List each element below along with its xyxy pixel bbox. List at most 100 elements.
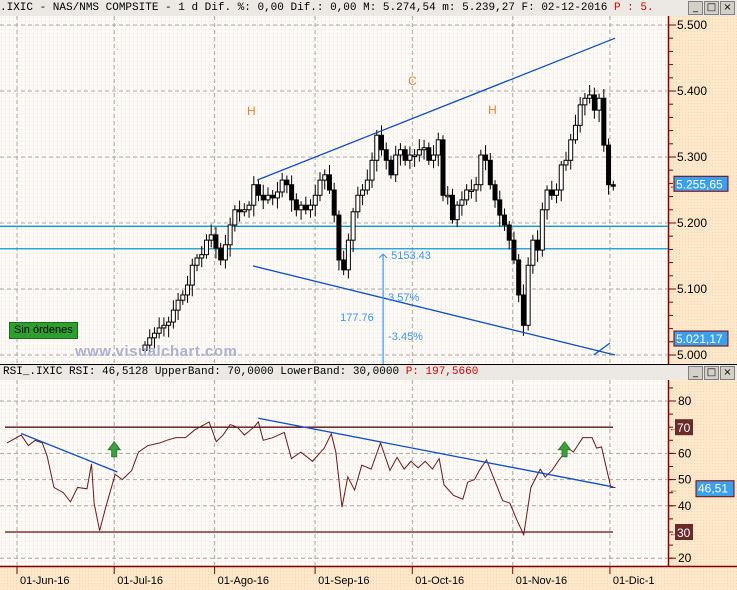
candle[interactable] — [350, 207, 356, 253]
candle[interactable] — [544, 185, 550, 220]
candle[interactable] — [227, 217, 233, 257]
candle[interactable] — [251, 176, 257, 217]
rsi-trend-line[interactable] — [258, 417, 614, 488]
minimize-button[interactable]: _ — [688, 1, 703, 15]
orders-status-badge[interactable]: Sin órdenes — [9, 322, 78, 339]
trend-line[interactable] — [593, 342, 611, 356]
candle[interactable] — [237, 200, 243, 222]
candle[interactable] — [454, 201, 460, 227]
rsi-trend-line[interactable] — [20, 432, 118, 473]
candle[interactable] — [449, 188, 455, 224]
candle[interactable] — [161, 317, 167, 337]
candle[interactable] — [241, 203, 247, 217]
candle[interactable] — [383, 142, 389, 170]
trend-line[interactable] — [256, 37, 616, 181]
candle[interactable] — [336, 210, 342, 271]
candle[interactable] — [180, 290, 186, 305]
candle[interactable] — [487, 153, 493, 190]
candle[interactable] — [412, 149, 418, 167]
candle[interactable] — [360, 184, 366, 206]
candle[interactable] — [203, 234, 209, 259]
candle[interactable] — [341, 250, 347, 276]
candle[interactable] — [256, 178, 262, 202]
rsi-close-button[interactable]: × — [720, 366, 735, 380]
trend-line[interactable] — [252, 265, 616, 356]
candle[interactable] — [388, 155, 394, 179]
candle[interactable] — [199, 246, 205, 268]
candle[interactable] — [520, 284, 526, 336]
candle[interactable] — [374, 129, 380, 172]
candle[interactable] — [260, 184, 266, 210]
candle[interactable] — [478, 149, 484, 192]
candle[interactable] — [185, 275, 191, 303]
candle[interactable] — [402, 145, 408, 166]
candle[interactable] — [194, 254, 200, 272]
candle[interactable] — [506, 221, 512, 250]
candle[interactable] — [166, 316, 172, 338]
candle[interactable] — [549, 180, 555, 200]
candle[interactable] — [568, 133, 574, 170]
candle[interactable] — [331, 182, 337, 223]
candle[interactable] — [175, 292, 181, 321]
candle[interactable] — [308, 199, 314, 218]
candle[interactable] — [416, 139, 422, 162]
candle[interactable] — [468, 179, 474, 199]
candle[interactable] — [142, 341, 148, 355]
candle[interactable] — [317, 172, 323, 202]
candle[interactable] — [289, 175, 295, 212]
candle[interactable] — [440, 135, 446, 202]
candle[interactable] — [312, 184, 318, 217]
candle[interactable] — [326, 164, 332, 194]
candle[interactable] — [473, 176, 479, 202]
candle[interactable] — [208, 224, 214, 248]
candle[interactable] — [501, 208, 507, 231]
rsi-minimize-button[interactable]: _ — [688, 366, 703, 380]
candle[interactable] — [591, 87, 597, 119]
candle[interactable] — [464, 184, 470, 206]
candle[interactable] — [156, 317, 162, 339]
rsi-panel[interactable] — [0, 380, 668, 566]
candle[interactable] — [421, 139, 427, 160]
candle[interactable] — [265, 187, 271, 204]
maximize-button[interactable]: □ — [704, 1, 719, 15]
candle[interactable] — [606, 138, 612, 195]
candle[interactable] — [232, 205, 238, 232]
candle[interactable] — [577, 96, 583, 133]
candle[interactable] — [582, 92, 588, 116]
candle[interactable] — [426, 142, 432, 165]
candle[interactable] — [369, 152, 375, 189]
candle[interactable] — [218, 242, 224, 266]
candle[interactable] — [355, 186, 361, 219]
candle[interactable] — [147, 329, 153, 353]
candle[interactable] — [298, 201, 304, 220]
candle[interactable] — [189, 258, 195, 297]
candle[interactable] — [596, 93, 602, 123]
candle[interactable] — [554, 183, 560, 204]
candle[interactable] — [483, 145, 489, 171]
candle[interactable] — [284, 175, 290, 194]
candle[interactable] — [558, 160, 564, 202]
candle[interactable] — [535, 230, 541, 262]
candle[interactable] — [397, 143, 403, 166]
candle[interactable] — [222, 234, 228, 269]
candle[interactable] — [601, 89, 607, 152]
candle[interactable] — [445, 186, 451, 205]
candle[interactable] — [539, 202, 545, 257]
candle[interactable] — [459, 191, 465, 216]
candle[interactable] — [492, 180, 498, 208]
candle[interactable] — [563, 151, 569, 171]
candle[interactable] — [213, 226, 219, 259]
candle[interactable] — [322, 169, 328, 190]
candle[interactable] — [345, 233, 351, 279]
candle[interactable] — [431, 145, 437, 169]
candle[interactable] — [435, 132, 441, 167]
candle[interactable] — [151, 327, 157, 349]
rsi-maximize-button[interactable]: □ — [704, 366, 719, 380]
candle[interactable] — [587, 85, 593, 104]
candle[interactable] — [407, 146, 413, 169]
candle[interactable] — [497, 190, 503, 227]
candle[interactable] — [530, 234, 536, 274]
candle[interactable] — [274, 182, 280, 209]
candle[interactable] — [525, 257, 531, 331]
candle[interactable] — [516, 254, 522, 303]
